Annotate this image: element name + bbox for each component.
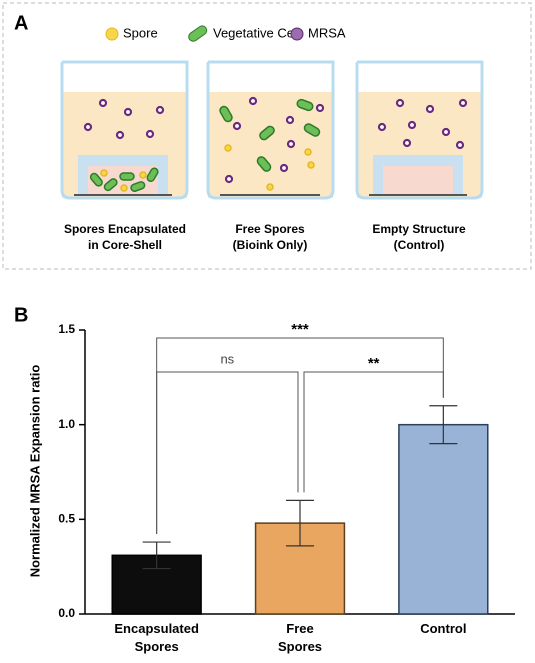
y-tick-label: 0.0 [58,606,75,620]
x-tick-label: Free Spores [278,621,322,654]
legend-label: MRSA [308,25,346,40]
legend-icon [290,27,304,41]
significance-label: ** [368,355,380,372]
condition-label: in Core-Shell [88,238,162,252]
core [383,166,453,195]
mrsa-cells [83,96,468,184]
y-axis-label: Normalized MRSA Expansion ratio [27,365,42,578]
significance-bracket [156,371,299,535]
beaker [206,60,335,200]
y-tick-label: 0.5 [58,512,75,526]
condition-label: Free Spores [235,222,305,236]
beakers [60,60,484,200]
panel-label: A [14,12,28,34]
significance-label: ns [220,351,234,366]
legend-icon [188,25,208,42]
beaker [60,60,189,200]
condition-label: (Control) [394,238,445,252]
spores [100,144,315,192]
legend-label: Spore [123,25,158,40]
vegetative-cells [89,98,321,192]
x-tick-label: Encapsulated Spores [114,621,199,654]
panel-a-frame [2,2,532,270]
bar [398,423,489,615]
condition-label: (Bioink Only) [233,238,308,252]
significance-bracket [156,337,444,535]
beaker [355,60,484,200]
legend-icon [105,27,119,41]
panel-label: B [14,304,28,326]
condition-label: Spores Encapsulated [64,222,186,236]
condition-label: Empty Structure [372,222,466,236]
x-tick-label: Control [420,621,466,636]
legend-label: Vegetative Cell [213,25,300,40]
significance-label: *** [291,321,309,338]
y-tick-label: 1.0 [58,417,75,431]
y-tick-label: 1.5 [58,322,75,336]
